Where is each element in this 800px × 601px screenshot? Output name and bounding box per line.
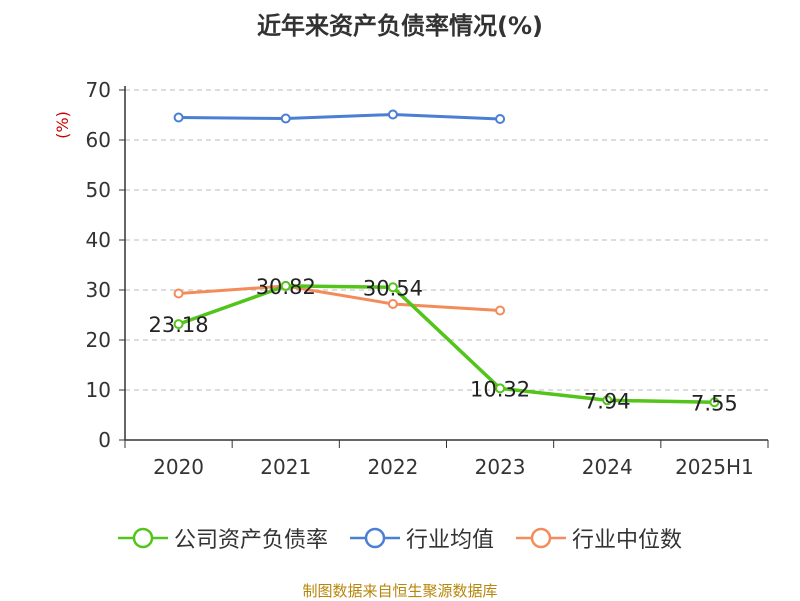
- x-tick-label: 2023: [475, 455, 526, 479]
- series-line: [178, 284, 501, 312]
- data-point: [495, 383, 506, 394]
- data-point: [387, 282, 398, 293]
- y-tick-label: 50: [86, 178, 111, 202]
- legend-label-industry-median: 行业中位数: [572, 528, 683, 553]
- legend-item-company[interactable]: 公司资产负债率: [117, 522, 328, 554]
- data-point: [709, 397, 720, 408]
- series-line: [177, 284, 715, 404]
- x-tick-label: 2025H1: [675, 455, 754, 479]
- data-point: [173, 288, 184, 299]
- data-point: [602, 395, 613, 406]
- data-label: 10.32: [470, 377, 530, 401]
- y-axis-label: (%): [53, 111, 72, 139]
- y-tick-label: 10: [86, 378, 111, 402]
- y-tick-label: 60: [86, 128, 111, 152]
- x-tick-label: 2022: [367, 455, 418, 479]
- data-point: [495, 114, 506, 124]
- x-tick-label: 2024: [582, 455, 633, 479]
- legend-line-circle-icon: [117, 527, 168, 549]
- legend-line-circle-icon: [516, 527, 566, 549]
- data-point: [387, 109, 398, 120]
- legend: 公司资产负债率 行业均值 行业中位数: [0, 520, 800, 556]
- series-line: [178, 113, 501, 121]
- legend-item-industry-mean[interactable]: 行业均值: [349, 522, 494, 554]
- chart-title: 近年来资产负债率情况(%): [257, 12, 543, 40]
- data-label: 30.82: [256, 275, 316, 299]
- data-point: [173, 319, 184, 330]
- data-point: [280, 113, 291, 124]
- data-point: [387, 299, 398, 309]
- legend-label-company: 公司资产负债率: [173, 528, 328, 553]
- legend-line-circle-icon: [349, 527, 400, 549]
- x-tick-label: 2020: [153, 455, 204, 479]
- y-tick-label: 20: [86, 328, 111, 352]
- data-point: [495, 305, 506, 316]
- data-label: 23.18: [149, 313, 209, 337]
- source-note: 制图数据来自恒生聚源数据库: [302, 582, 498, 600]
- data-point: [280, 280, 291, 291]
- data-point: [173, 112, 184, 123]
- data-label: 7.94: [584, 389, 631, 413]
- y-tick-label: 30: [86, 278, 111, 302]
- legend-item-industry-median[interactable]: 行业中位数: [516, 522, 682, 554]
- data-label: 30.54: [363, 276, 423, 300]
- data-label: 7.55: [691, 391, 738, 415]
- legend-label-industry-mean: 行业均值: [405, 528, 494, 553]
- x-tick-label: 2021: [260, 455, 311, 479]
- y-tick-label: 70: [86, 78, 111, 102]
- y-tick-label: 0: [98, 428, 111, 452]
- y-tick-label: 40: [86, 228, 111, 252]
